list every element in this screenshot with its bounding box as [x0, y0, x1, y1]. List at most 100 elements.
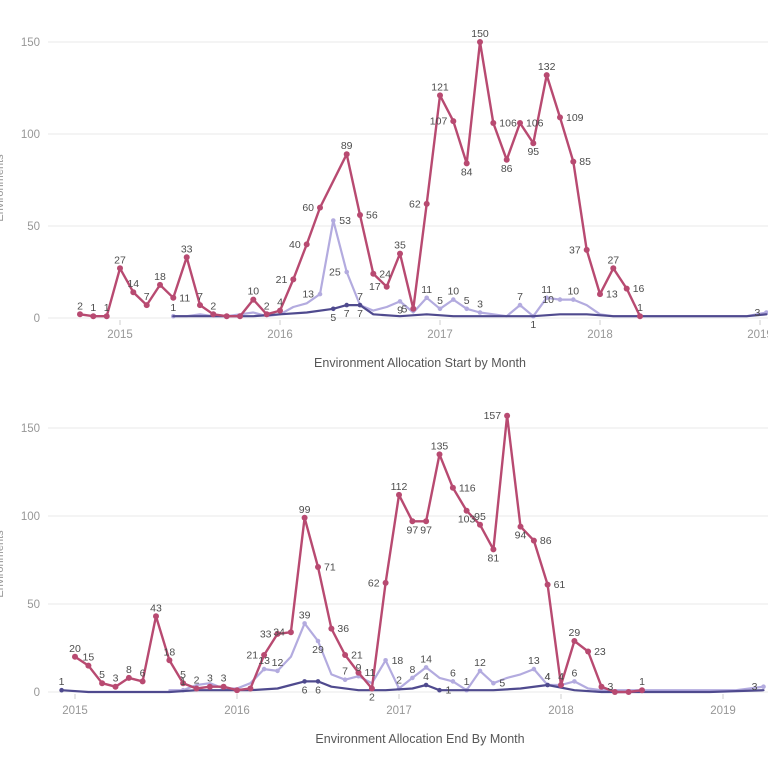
- data-point[interactable]: [477, 39, 483, 45]
- data-point[interactable]: [183, 254, 190, 261]
- data-point[interactable]: [277, 307, 283, 314]
- data-point[interactable]: [382, 579, 389, 586]
- data-point[interactable]: [558, 682, 564, 688]
- data-point[interactable]: [344, 302, 350, 308]
- data-point[interactable]: [611, 689, 618, 695]
- data-point[interactable]: [317, 291, 323, 297]
- data-point[interactable]: [210, 311, 217, 318]
- data-point[interactable]: [491, 680, 496, 686]
- data-point[interactable]: [247, 685, 254, 692]
- data-point[interactable]: [585, 648, 592, 655]
- data-point[interactable]: [530, 140, 537, 147]
- data-point[interactable]: [545, 682, 550, 688]
- data-point[interactable]: [99, 680, 106, 687]
- data-point[interactable]: [557, 297, 563, 302]
- data-point[interactable]: [274, 630, 281, 637]
- data-point[interactable]: [77, 311, 83, 318]
- data-point[interactable]: [410, 675, 415, 681]
- data-point[interactable]: [303, 241, 310, 248]
- data-point[interactable]: [597, 291, 603, 298]
- data-point[interactable]: [302, 679, 307, 684]
- data-point[interactable]: [223, 313, 230, 320]
- data-point[interactable]: [610, 265, 617, 272]
- data-point[interactable]: [504, 412, 511, 419]
- data-point[interactable]: [436, 451, 443, 458]
- data-point[interactable]: [463, 507, 470, 514]
- data-point[interactable]: [517, 120, 523, 126]
- data-point[interactable]: [139, 678, 146, 685]
- data-point[interactable]: [301, 514, 308, 521]
- data-point[interactable]: [287, 629, 294, 636]
- data-point[interactable]: [424, 295, 430, 301]
- data-point[interactable]: [639, 687, 645, 694]
- data-point[interactable]: [103, 313, 110, 320]
- data-point[interactable]: [315, 564, 321, 570]
- data-point[interactable]: [450, 679, 456, 684]
- data-point[interactable]: [571, 638, 578, 644]
- data-point[interactable]: [85, 662, 92, 669]
- data-point[interactable]: [530, 537, 537, 544]
- data-point[interactable]: [383, 283, 390, 290]
- data-point[interactable]: [397, 250, 403, 257]
- data-point[interactable]: [342, 677, 348, 682]
- data-point[interactable]: [343, 151, 350, 158]
- data-point[interactable]: [544, 581, 551, 588]
- data-point[interactable]: [477, 310, 483, 315]
- data-point[interactable]: [383, 658, 388, 663]
- data-point[interactable]: [331, 218, 336, 223]
- data-point[interactable]: [197, 302, 203, 309]
- data-point[interactable]: [517, 523, 524, 530]
- data-point[interactable]: [409, 518, 416, 525]
- data-point[interactable]: [357, 302, 363, 308]
- data-point[interactable]: [544, 295, 549, 301]
- data-point[interactable]: [125, 674, 132, 681]
- data-point[interactable]: [355, 669, 362, 676]
- data-point[interactable]: [143, 302, 150, 309]
- data-point[interactable]: [625, 689, 632, 695]
- data-point[interactable]: [357, 212, 363, 218]
- data-point[interactable]: [571, 297, 576, 302]
- data-point[interactable]: [317, 204, 323, 211]
- data-point[interactable]: [396, 491, 402, 498]
- data-point[interactable]: [290, 276, 297, 283]
- data-point[interactable]: [275, 668, 280, 674]
- data-point[interactable]: [437, 687, 442, 693]
- data-point[interactable]: [180, 680, 187, 687]
- data-point[interactable]: [423, 665, 429, 670]
- data-point[interactable]: [423, 200, 430, 207]
- data-point[interactable]: [437, 306, 443, 312]
- data-point[interactable]: [423, 682, 429, 688]
- data-point[interactable]: [263, 311, 270, 318]
- data-point[interactable]: [464, 306, 470, 312]
- data-point[interactable]: [477, 521, 483, 528]
- data-point[interactable]: [623, 285, 630, 292]
- data-point[interactable]: [572, 679, 577, 684]
- data-point[interactable]: [410, 305, 417, 312]
- data-point[interactable]: [463, 160, 470, 167]
- data-point[interactable]: [368, 685, 375, 692]
- data-point[interactable]: [490, 546, 497, 553]
- data-point[interactable]: [72, 653, 78, 660]
- data-point[interactable]: [342, 652, 349, 658]
- data-point[interactable]: [206, 683, 213, 690]
- data-point[interactable]: [117, 265, 123, 272]
- data-point[interactable]: [157, 281, 163, 288]
- data-point[interactable]: [261, 652, 268, 658]
- data-point[interactable]: [598, 683, 605, 690]
- data-point[interactable]: [59, 687, 64, 693]
- data-point[interactable]: [557, 114, 563, 121]
- data-point[interactable]: [570, 158, 577, 165]
- data-point[interactable]: [153, 613, 159, 620]
- data-point[interactable]: [112, 683, 119, 690]
- data-point[interactable]: [328, 625, 335, 632]
- data-point[interactable]: [423, 518, 430, 525]
- data-point[interactable]: [90, 313, 97, 320]
- data-point[interactable]: [397, 299, 403, 304]
- data-point[interactable]: [250, 296, 257, 303]
- data-point[interactable]: [193, 685, 200, 692]
- data-point[interactable]: [637, 313, 643, 320]
- data-point[interactable]: [344, 269, 350, 275]
- data-point[interactable]: [477, 668, 483, 674]
- data-point[interactable]: [261, 666, 267, 672]
- data-point[interactable]: [315, 638, 321, 644]
